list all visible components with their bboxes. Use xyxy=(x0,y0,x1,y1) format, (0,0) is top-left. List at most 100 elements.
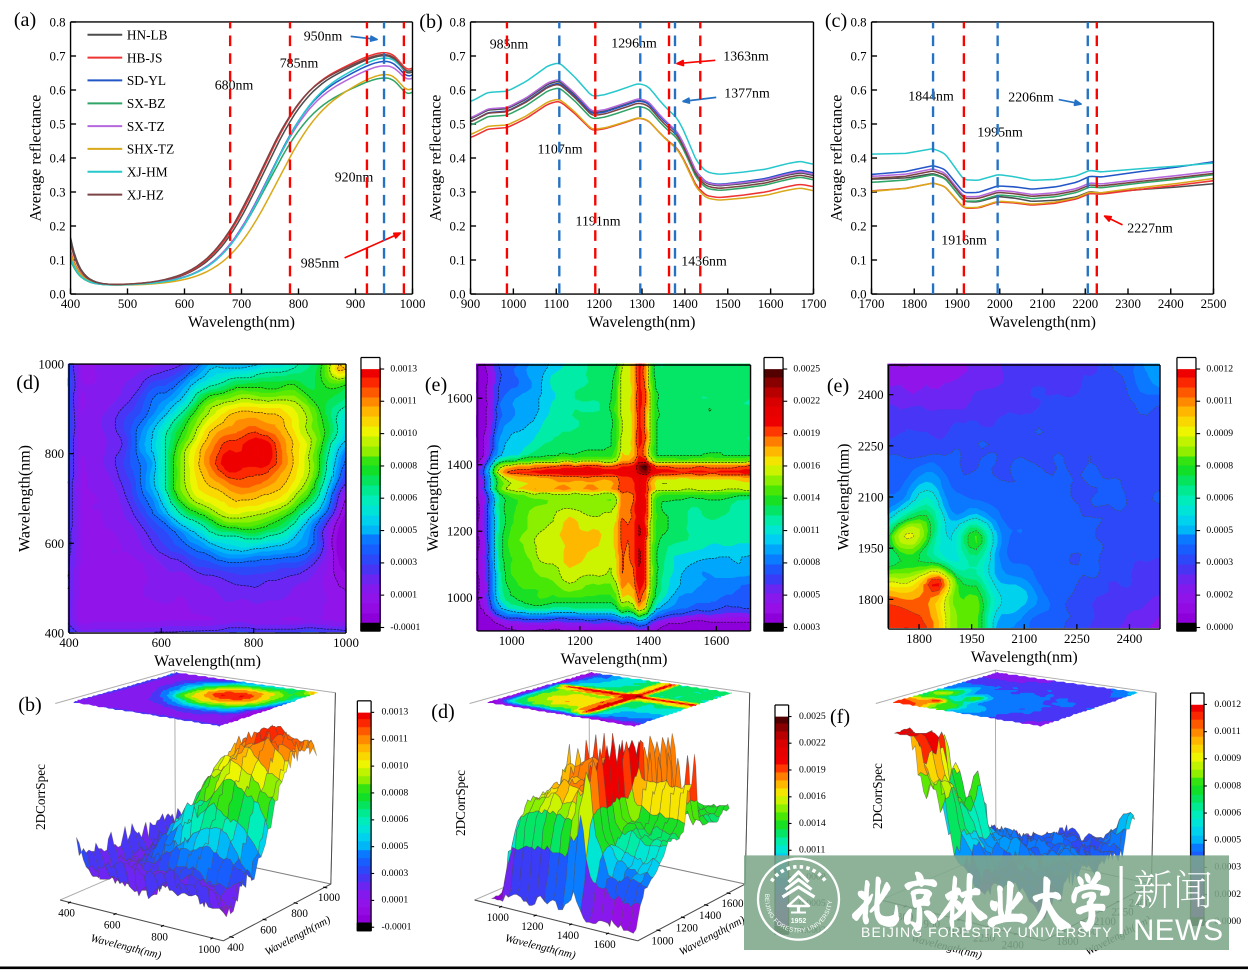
svg-text:0.0022: 0.0022 xyxy=(793,396,820,407)
svg-text:0.0013: 0.0013 xyxy=(390,363,417,374)
svg-text:2000: 2000 xyxy=(987,296,1013,311)
svg-text:920nm: 920nm xyxy=(335,170,374,185)
svg-text:0.8: 0.8 xyxy=(850,14,866,29)
svg-text:XJ-HM: XJ-HM xyxy=(127,164,168,179)
svg-text:0.0009: 0.0009 xyxy=(1206,428,1233,439)
svg-text:1995nm: 1995nm xyxy=(977,125,1023,140)
svg-text:1700: 1700 xyxy=(801,296,827,311)
svg-text:Wavelength(nm): Wavelength(nm) xyxy=(971,649,1078,666)
svg-text:Wavelength(nm): Wavelength(nm) xyxy=(989,314,1096,331)
svg-text:2100: 2100 xyxy=(1011,631,1037,646)
svg-text:1000: 1000 xyxy=(499,633,525,648)
svg-text:0.0003: 0.0003 xyxy=(1206,557,1233,568)
svg-text:1950: 1950 xyxy=(959,631,985,646)
svg-text:0.6: 0.6 xyxy=(49,82,66,97)
svg-text:Wavelength(nm): Wavelength(nm) xyxy=(425,445,442,552)
svg-text:0.0: 0.0 xyxy=(850,286,866,301)
svg-text:1950: 1950 xyxy=(858,541,884,556)
svg-text:2500: 2500 xyxy=(1201,296,1227,311)
svg-text:SD-YL: SD-YL xyxy=(127,73,166,88)
svg-text:1296nm: 1296nm xyxy=(611,36,657,51)
svg-text:1600: 1600 xyxy=(703,633,729,648)
svg-text:0.0025: 0.0025 xyxy=(799,711,826,722)
svg-text:0.0006: 0.0006 xyxy=(390,493,417,504)
svg-text:Wavelength(nm): Wavelength(nm) xyxy=(836,443,853,550)
svg-text:BEIJING FORESTRY UNIVERSITY: BEIJING FORESTRY UNIVERSITY xyxy=(861,924,1113,940)
svg-text:(d): (d) xyxy=(431,701,454,723)
svg-text:1200: 1200 xyxy=(567,633,593,648)
svg-text:400: 400 xyxy=(227,942,244,954)
svg-text:(b): (b) xyxy=(419,11,442,33)
svg-text:SX-TZ: SX-TZ xyxy=(127,119,165,134)
svg-text:1800: 1800 xyxy=(901,296,927,311)
svg-text:2206nm: 2206nm xyxy=(1008,90,1054,105)
svg-text:0.8: 0.8 xyxy=(449,14,465,29)
svg-text:0.5: 0.5 xyxy=(49,116,65,131)
svg-text:400: 400 xyxy=(58,908,75,920)
svg-text:HB-JS: HB-JS xyxy=(127,50,163,65)
svg-text:800: 800 xyxy=(291,908,308,920)
svg-text:(c): (c) xyxy=(825,10,847,32)
svg-text:1500: 1500 xyxy=(715,296,741,311)
svg-text:(a): (a) xyxy=(14,9,36,31)
svg-text:XJ-HZ: XJ-HZ xyxy=(127,187,164,202)
svg-text:600: 600 xyxy=(45,536,64,551)
svg-text:1000: 1000 xyxy=(198,944,221,956)
svg-text:600: 600 xyxy=(260,925,277,937)
svg-text:NEWS: NEWS xyxy=(1133,914,1224,947)
svg-text:500: 500 xyxy=(118,296,137,311)
svg-text:0.0006: 0.0006 xyxy=(382,814,409,825)
svg-text:1000: 1000 xyxy=(400,296,426,311)
svg-text:0.0013: 0.0013 xyxy=(382,707,409,718)
svg-text:0.0: 0.0 xyxy=(49,286,65,301)
svg-text:1000: 1000 xyxy=(487,912,510,924)
svg-text:Wavelength(nm): Wavelength(nm) xyxy=(16,445,33,552)
svg-text:2DCorrSpec: 2DCorrSpec xyxy=(870,763,885,829)
svg-text:0.0016: 0.0016 xyxy=(799,791,826,802)
svg-text:1200: 1200 xyxy=(676,922,699,934)
svg-text:0.0014: 0.0014 xyxy=(799,818,826,829)
svg-text:0.0016: 0.0016 xyxy=(793,460,820,471)
svg-text:800: 800 xyxy=(244,635,263,650)
svg-text:0.0005: 0.0005 xyxy=(382,841,409,852)
svg-text:1200: 1200 xyxy=(521,921,544,933)
svg-text:2DCorrSpec: 2DCorrSpec xyxy=(453,770,468,836)
svg-text:0.4: 0.4 xyxy=(850,150,867,165)
svg-text:600: 600 xyxy=(175,296,194,311)
svg-text:2400: 2400 xyxy=(1158,296,1184,311)
svg-text:800: 800 xyxy=(289,296,308,311)
svg-text:0.0: 0.0 xyxy=(449,286,465,301)
svg-text:0.0008: 0.0008 xyxy=(1214,780,1241,791)
svg-text:0.0001: 0.0001 xyxy=(390,590,417,601)
svg-text:2200: 2200 xyxy=(1072,296,1098,311)
svg-text:0.1: 0.1 xyxy=(49,252,65,267)
svg-text:0.0008: 0.0008 xyxy=(1206,460,1233,471)
svg-text:1377nm: 1377nm xyxy=(724,86,770,101)
svg-text:0.5: 0.5 xyxy=(449,116,465,131)
svg-text:2100: 2100 xyxy=(858,489,884,504)
svg-text:1200: 1200 xyxy=(586,296,612,311)
svg-text:1952: 1952 xyxy=(791,918,807,925)
svg-text:0.1: 0.1 xyxy=(449,252,465,267)
svg-text:Average reflectance: Average reflectance xyxy=(28,95,45,222)
svg-text:0.0000: 0.0000 xyxy=(1206,622,1233,633)
svg-text:700: 700 xyxy=(232,296,251,311)
svg-text:(b): (b) xyxy=(18,694,41,716)
svg-text:985nm: 985nm xyxy=(301,256,340,271)
svg-text:0.0009: 0.0009 xyxy=(1214,753,1241,764)
svg-text:2300: 2300 xyxy=(1115,296,1141,311)
svg-text:0.0019: 0.0019 xyxy=(799,764,826,775)
svg-text:2250: 2250 xyxy=(858,438,884,453)
svg-text:2DCorrSpec: 2DCorrSpec xyxy=(33,764,48,830)
svg-text:0.3: 0.3 xyxy=(49,184,65,199)
svg-text:985nm: 985nm xyxy=(490,37,529,52)
svg-text:0.0019: 0.0019 xyxy=(793,428,820,439)
svg-text:1100: 1100 xyxy=(544,296,569,311)
svg-text:1900: 1900 xyxy=(944,296,970,311)
svg-text:0.0006: 0.0006 xyxy=(1206,493,1233,504)
svg-text:900: 900 xyxy=(346,296,365,311)
svg-text:600: 600 xyxy=(152,635,171,650)
svg-text:0.0012: 0.0012 xyxy=(1206,363,1233,374)
svg-text:0.7: 0.7 xyxy=(449,48,466,63)
svg-text:-0.0001: -0.0001 xyxy=(382,922,412,933)
